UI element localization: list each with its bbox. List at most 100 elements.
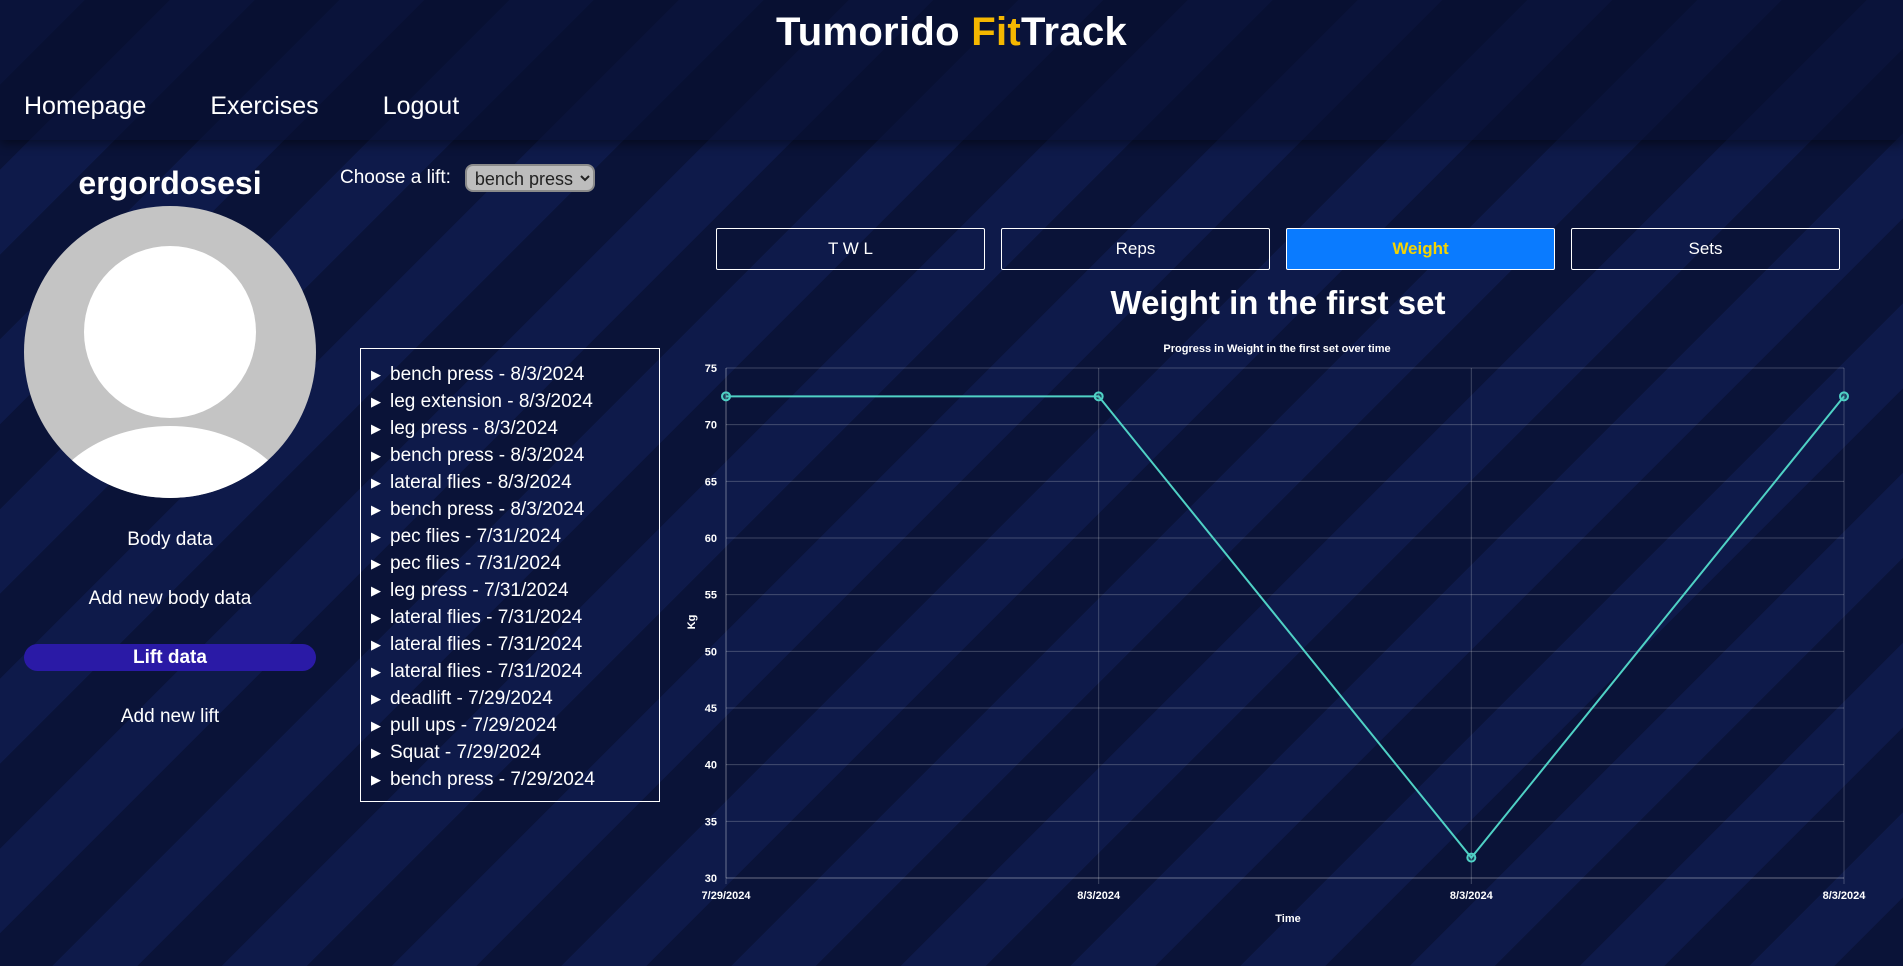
lift-list-item[interactable]: ▶ lateral flies - 7/31/2024 (371, 631, 649, 658)
app-title-part1: Tumorido (775, 10, 972, 54)
expand-triangle-icon: ▶ (371, 529, 381, 544)
lift-list-item-label: bench press - 8/3/2024 (390, 364, 585, 385)
chart-y-tick-label: 30 (705, 873, 717, 885)
chart-series-line (726, 395, 1845, 860)
expand-triangle-icon: ▶ (371, 367, 381, 382)
chart-y-tick-label: 35 (705, 816, 717, 828)
lift-list-item[interactable]: ▶ Squat - 7/29/2024 (371, 739, 649, 766)
lift-list-item[interactable]: ▶ leg press - 7/31/2024 (371, 577, 649, 604)
app-title: Tumorido FitTrack (0, 10, 1903, 55)
weight-chart: Progress in Weight in the first set over… (680, 332, 1880, 932)
expand-triangle-icon: ▶ (371, 610, 381, 625)
expand-triangle-icon: ▶ (371, 502, 381, 517)
chart-x-axis-label: Time (1275, 913, 1300, 925)
sidebar-link-add-lift[interactable]: Add new lift (120, 706, 220, 727)
lift-list-item[interactable]: ▶ lateral flies - 7/31/2024 (371, 658, 649, 685)
lift-chooser-label: Choose a lift: (340, 167, 451, 188)
tab-reps[interactable]: Reps (1001, 228, 1270, 270)
nav-exercises[interactable]: Exercises (210, 92, 319, 120)
expand-triangle-icon: ▶ (371, 772, 381, 787)
lift-list-item[interactable]: ▶ bench press - 8/3/2024 (371, 496, 649, 523)
sidebar-link-add-body-data[interactable]: Add new body data (88, 588, 252, 609)
metric-tabs: T W L Reps Weight Sets (716, 228, 1840, 270)
lift-list-item-label: pec flies - 7/31/2024 (390, 553, 562, 574)
chart-x-tick-label: 8/3/2024 (1823, 890, 1867, 902)
app-title-part2: Track (1021, 10, 1128, 54)
chart-x-tick-label: 7/29/2024 (702, 890, 752, 902)
lift-list-item[interactable]: ▶ leg press - 8/3/2024 (371, 415, 649, 442)
lift-select[interactable]: bench press (464, 164, 595, 192)
lift-list-item[interactable]: ▶ bench press - 7/29/2024 (371, 766, 649, 793)
chart-y-axis-label: Kg (686, 615, 698, 630)
sidebar-link-lift-data[interactable]: Lift data (24, 644, 316, 671)
chart-data-point (1466, 852, 1477, 863)
lift-list-item[interactable]: ▶ bench press - 8/3/2024 (371, 361, 649, 388)
chart-y-tick-label: 70 (705, 420, 717, 432)
lift-list-item[interactable]: ▶ lateral flies - 7/31/2024 (371, 604, 649, 631)
lift-list-item-label: pec flies - 7/31/2024 (390, 526, 562, 547)
username: ergordosesi (78, 165, 262, 201)
lift-list-item-label: Squat - 7/29/2024 (390, 742, 542, 763)
avatar (24, 206, 316, 498)
lift-list-item[interactable]: ▶ leg extension - 8/3/2024 (371, 388, 649, 415)
avatar-shoulders (40, 426, 300, 498)
chart-y-tick-label: 40 (705, 760, 717, 772)
lift-list-item-label: lateral flies - 7/31/2024 (390, 661, 583, 682)
nav-homepage[interactable]: Homepage (24, 92, 147, 120)
expand-triangle-icon: ▶ (371, 691, 381, 706)
lift-list-item-label: bench press - 8/3/2024 (390, 445, 585, 466)
lift-list-item-label: leg press - 8/3/2024 (390, 418, 558, 439)
tab-weight[interactable]: Weight (1286, 228, 1555, 270)
lift-list-item[interactable]: ▶ pull ups - 7/29/2024 (371, 712, 649, 739)
lift-list-item[interactable]: ▶ pec flies - 7/31/2024 (371, 550, 649, 577)
lift-list-item-label: pull ups - 7/29/2024 (390, 715, 557, 736)
lift-list-item-label: leg press - 7/31/2024 (390, 580, 569, 601)
expand-triangle-icon: ▶ (371, 745, 381, 760)
nav-logout[interactable]: Logout (382, 92, 460, 120)
expand-triangle-icon: ▶ (371, 421, 381, 436)
chart-y-tick-label: 60 (705, 533, 717, 545)
tab-twl[interactable]: T W L (716, 228, 985, 270)
expand-triangle-icon: ▶ (371, 448, 381, 463)
chart-data-point (1093, 391, 1104, 402)
tab-sets[interactable]: Sets (1571, 228, 1840, 270)
expand-triangle-icon: ▶ (371, 394, 381, 409)
expand-triangle-icon: ▶ (371, 718, 381, 733)
lift-list-item-label: bench press - 7/29/2024 (390, 769, 595, 790)
chart-data-point (721, 391, 731, 402)
lift-list-item-label: lateral flies - 8/3/2024 (390, 472, 572, 493)
chart-x-tick-label: 8/3/2024 (1077, 890, 1121, 902)
chart-y-tick-label: 45 (705, 703, 717, 715)
chart-y-tick-label: 55 (705, 590, 717, 602)
chart-title: Progress in Weight in the first set over… (1163, 343, 1390, 355)
chart-data-point (1839, 391, 1849, 402)
avatar-head (84, 246, 256, 418)
lift-list-item-label: leg extension - 8/3/2024 (390, 391, 593, 412)
chart-heading: Weight in the first set (1110, 284, 1446, 321)
lift-list-item-label: lateral flies - 7/31/2024 (390, 634, 583, 655)
app-title-accent: Fit (971, 10, 1021, 54)
weight-chart-svg: Progress in Weight in the first set over… (686, 343, 1867, 925)
expand-triangle-icon: ▶ (371, 556, 381, 571)
chart-y-tick-label: 50 (705, 646, 717, 658)
chart-y-tick-label: 75 (705, 363, 717, 375)
lift-chooser: Choose a lift: bench press (340, 164, 595, 192)
chart-x-tick-label: 8/3/2024 (1450, 890, 1494, 902)
lift-list-item[interactable]: ▶ bench press - 8/3/2024 (371, 442, 649, 469)
main-nav: Homepage Exercises Logout (24, 92, 459, 121)
expand-triangle-icon: ▶ (371, 664, 381, 679)
lift-list-item[interactable]: ▶ pec flies - 7/31/2024 (371, 523, 649, 550)
lift-list-item-label: lateral flies - 7/31/2024 (390, 607, 583, 628)
profile-sidebar: ergordosesi Body data Add new body data … (24, 160, 316, 746)
app-header: Tumorido FitTrack Homepage Exercises Log… (0, 0, 1903, 140)
lift-list-item-label: deadlift - 7/29/2024 (390, 688, 553, 709)
lift-list-item-label: bench press - 8/3/2024 (390, 499, 585, 520)
sidebar-link-body-data[interactable]: Body data (127, 529, 213, 550)
expand-triangle-icon: ▶ (371, 637, 381, 652)
lift-list-item[interactable]: ▶ deadlift - 7/29/2024 (371, 685, 649, 712)
expand-triangle-icon: ▶ (371, 583, 381, 598)
lift-list-item[interactable]: ▶ lateral flies - 8/3/2024 (371, 469, 649, 496)
expand-triangle-icon: ▶ (371, 475, 381, 490)
chart-y-tick-label: 65 (705, 476, 717, 488)
lift-history-list: ▶ bench press - 8/3/2024 ▶ leg extension - … (360, 348, 660, 802)
